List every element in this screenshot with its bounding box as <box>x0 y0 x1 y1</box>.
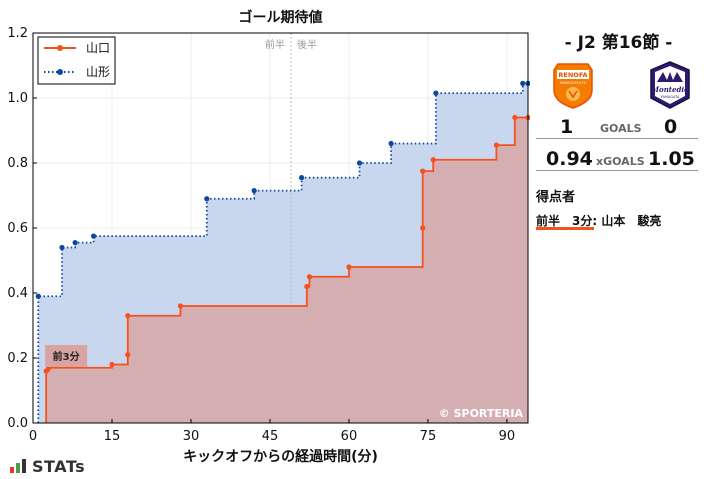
y-tick-label: 0.2 <box>7 351 28 366</box>
away-team-logo: Montedio YAMAGATA <box>647 60 693 110</box>
goals-label: GOALS <box>600 122 642 135</box>
data-point-home <box>420 225 426 231</box>
montedio-crest-icon: Montedio YAMAGATA <box>650 61 690 109</box>
data-point-home <box>306 274 313 280</box>
away-goals: 0 <box>664 116 678 138</box>
match-title: - J2 第16節 - <box>564 33 673 53</box>
brand-name: STATs <box>32 456 86 476</box>
data-point-away <box>72 240 78 246</box>
x-tick-label: 0 <box>29 429 37 444</box>
legend-marker-home <box>57 45 63 51</box>
goal-label-bg <box>45 345 88 367</box>
area-fill-home <box>46 117 529 423</box>
home-team-logo: RENOFA YAMAGUCHI FC <box>550 60 596 110</box>
data-point-away <box>298 175 305 181</box>
watermark: © SPORTERIA <box>439 407 524 420</box>
y-tick-label: 0.8 <box>7 156 28 171</box>
data-point-home <box>346 264 352 270</box>
home-badge-text: RENOFA <box>558 71 587 79</box>
y-tick-label: 1.0 <box>7 91 28 106</box>
x-tick-label: 60 <box>341 429 358 444</box>
home-goals: 1 <box>560 116 574 138</box>
x-tick-label: 45 <box>262 429 279 444</box>
y-tick-label: 0.4 <box>7 286 28 301</box>
data-point-home <box>420 168 426 174</box>
away-badge-subtext: YAMAGATA <box>661 95 680 99</box>
x-tick-label: 30 <box>183 429 200 444</box>
data-point-away <box>251 188 257 194</box>
x-tick-label: 15 <box>104 429 121 444</box>
data-point-away <box>59 244 65 251</box>
data-point-home <box>493 142 500 148</box>
data-point-away <box>35 293 41 299</box>
legend-label-home: 山口 <box>86 41 110 55</box>
away-badge-text: Montedio <box>650 85 689 94</box>
divider <box>536 138 698 139</box>
y-tick-label: 0.6 <box>7 221 28 236</box>
y-tick-label: 0.0 <box>7 416 28 431</box>
halftime-label-second: 後半 <box>297 38 317 51</box>
scorers-heading: 得点者 <box>536 190 576 205</box>
x-tick-label: 90 <box>499 429 516 444</box>
data-point-home <box>177 303 184 309</box>
data-point-away <box>388 140 394 147</box>
halftime-label-first: 前半 <box>265 38 285 51</box>
data-point-away <box>204 196 210 202</box>
data-point-home <box>512 114 518 121</box>
y-tick-label: 1.2 <box>7 26 28 41</box>
divider <box>536 170 698 171</box>
scorer-entry: 前半 3分: 山本 駿亮 <box>536 214 662 228</box>
home-xg: 0.94 <box>546 148 593 170</box>
away-xg: 1.05 <box>648 148 695 170</box>
data-point-home <box>125 313 131 319</box>
data-point-home <box>109 361 115 368</box>
x-tick-label: 75 <box>420 429 437 444</box>
data-point-away <box>90 233 97 239</box>
data-point-home <box>430 157 436 163</box>
data-point-home <box>304 283 310 290</box>
goal-label: 前3分 <box>53 350 80 363</box>
stats-logo: STATs <box>10 456 85 476</box>
data-point-away <box>433 90 439 96</box>
renofa-crest-icon: RENOFA YAMAGUCHI FC <box>553 63 593 109</box>
home-badge-subtext: YAMAGUCHI FC <box>560 81 587 85</box>
bar-chart-icon <box>10 459 26 473</box>
data-point-away <box>520 80 526 86</box>
legend-box <box>37 36 116 85</box>
x-axis-label: キックオフからの経過時間(分) <box>183 448 378 465</box>
data-point-away <box>356 160 363 166</box>
data-point-home <box>125 352 131 358</box>
chart-title: ゴール期待値 <box>239 9 323 26</box>
legend-marker-away <box>57 69 63 75</box>
xg-label: xGOALS <box>596 155 645 168</box>
legend-label-away: 山形 <box>86 65 110 79</box>
match-panel: - J2 第16節 - RENOFA YAMAGUCHI FC Montedio… <box>530 0 707 479</box>
scorer-underline <box>536 227 594 230</box>
